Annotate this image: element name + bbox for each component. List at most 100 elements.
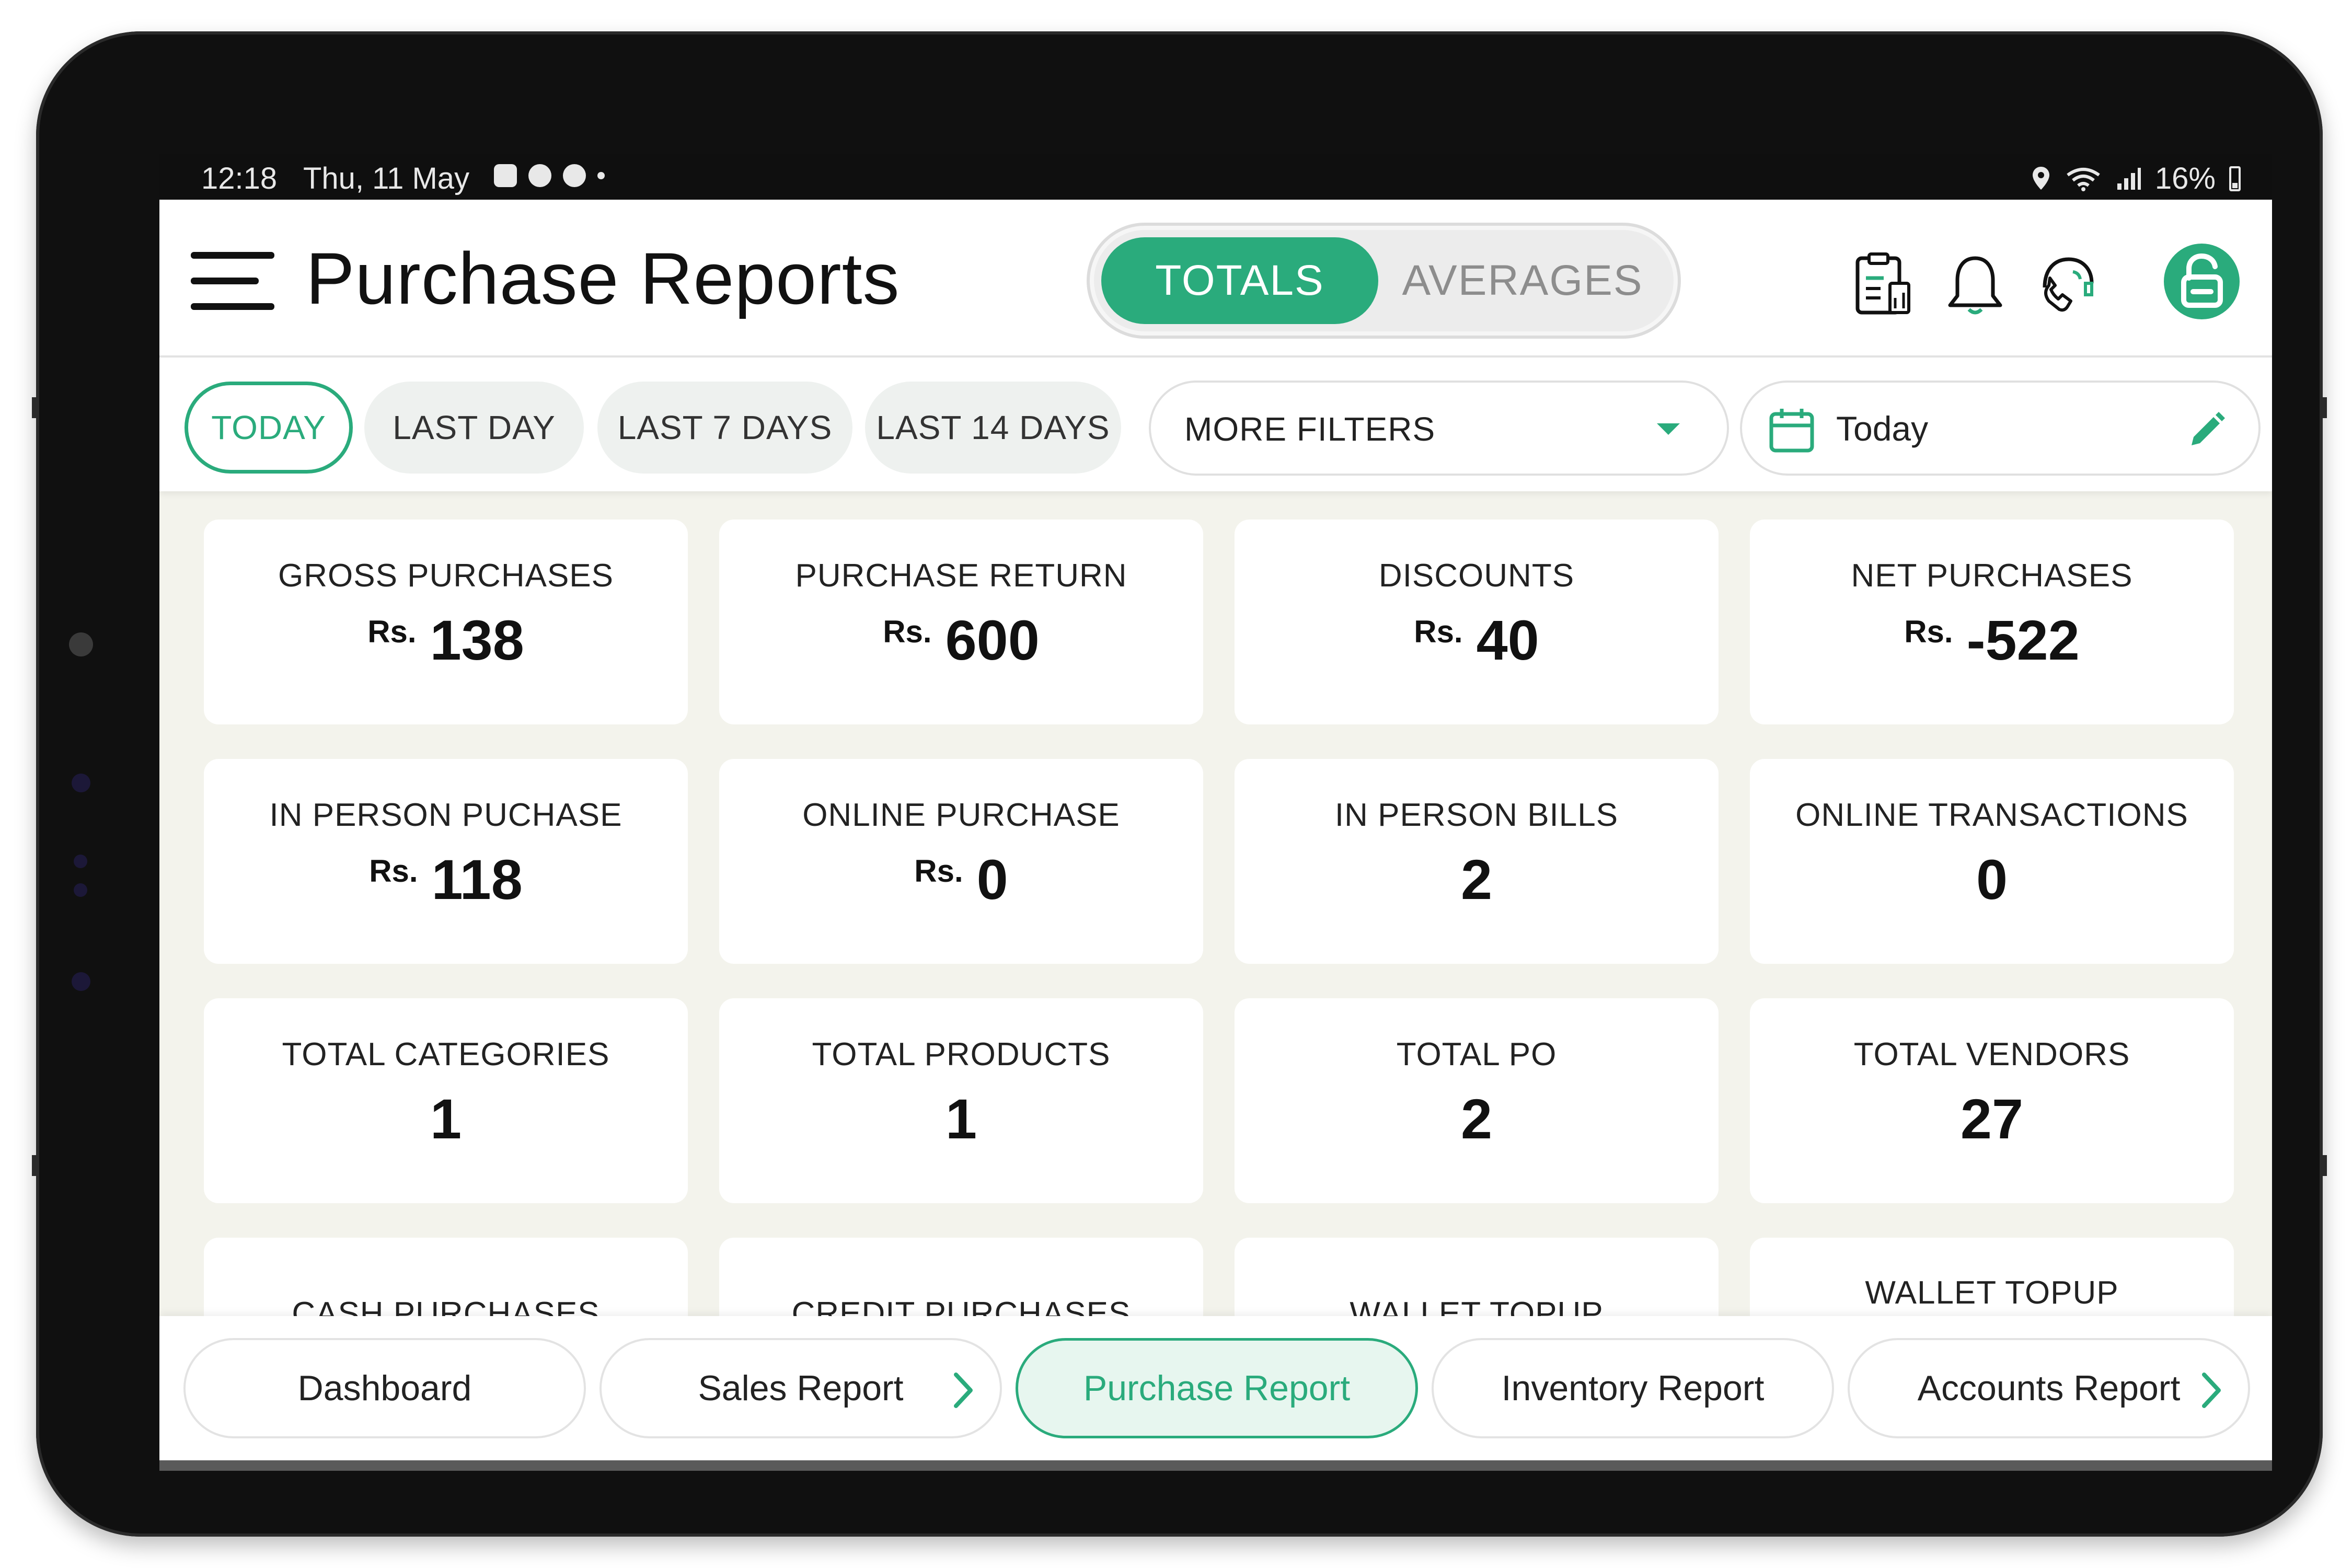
- metric-card-total-vendors: TOTAL VENDORS 27: [1750, 998, 2234, 1203]
- metric-currency: Rs.: [883, 614, 932, 649]
- unlock-button[interactable]: [2164, 244, 2240, 319]
- battery-percent: 16%: [2154, 162, 2216, 195]
- report-clipboard-icon[interactable]: [1850, 251, 1917, 318]
- status-time: 12:18: [201, 162, 278, 195]
- tab-label: Inventory Report: [1501, 1368, 1765, 1408]
- notification-icon: [494, 164, 517, 187]
- metric-label: GROSS PURCHASES: [278, 558, 614, 594]
- status-right: 16%: [2031, 161, 2241, 196]
- caret-down-icon: [1657, 423, 1680, 435]
- metric-value-row: Rs. 118: [204, 847, 688, 912]
- metric-value: 27: [1960, 1087, 2024, 1150]
- metric-card-gross-purchases: GROSS PURCHASES Rs. 138: [204, 520, 688, 724]
- sensor: [72, 972, 90, 991]
- tab-label: Accounts Report: [1917, 1368, 2181, 1408]
- metric-label: IN PERSON BILLS: [1334, 797, 1619, 833]
- metric-value: 600: [945, 608, 1040, 672]
- tab-label: Dashboard: [297, 1368, 472, 1408]
- metric-value: 2: [1460, 1087, 1493, 1150]
- app-header: Purchase Reports TOTALS AVERAGES: [159, 200, 2272, 358]
- metric-value-row: Rs. 138: [204, 607, 688, 673]
- wifi-icon: [2067, 167, 2100, 191]
- metric-value: 118: [431, 848, 523, 911]
- metric-card-online-purchase: ONLINE PURCHASE Rs. 0: [719, 759, 1203, 964]
- chevron-right-icon: [2202, 1373, 2221, 1408]
- metric-label: TOTAL VENDORS: [1853, 1036, 2130, 1073]
- side-button: [2322, 397, 2327, 418]
- metric-value-row: 1: [719, 1086, 1203, 1151]
- averages-toggle-button[interactable]: AVERAGES: [1402, 257, 1643, 304]
- metric-card-net-purchases: NET PURCHASES Rs. -522: [1750, 520, 2234, 724]
- metric-value-row: 2: [1235, 1086, 1719, 1151]
- more-filters-label: MORE FILTERS: [1184, 410, 1436, 448]
- side-button: [32, 397, 37, 418]
- metric-card-total-products: TOTAL PRODUCTS 1: [719, 998, 1203, 1203]
- metric-currency: Rs.: [367, 614, 417, 649]
- tab-inventory-report[interactable]: Inventory Report: [1432, 1338, 1834, 1438]
- signal-icon: [2117, 167, 2141, 190]
- date-value: Today: [1836, 409, 1929, 448]
- camera-lens: [69, 632, 93, 656]
- report-tab-bar: Dashboard Sales Report Purchase Report I…: [159, 1316, 2272, 1471]
- sensor: [74, 883, 87, 897]
- metric-value: 138: [430, 608, 524, 672]
- metric-card-purchase-return: PURCHASE RETURN Rs. 600: [719, 520, 1203, 724]
- metric-card-total-po: TOTAL PO 2: [1235, 998, 1719, 1203]
- tab-label: Sales Report: [698, 1368, 904, 1408]
- totals-toggle-button[interactable]: TOTALS: [1101, 237, 1378, 324]
- metric-currency: Rs.: [914, 854, 963, 889]
- tab-sales-report[interactable]: Sales Report: [599, 1338, 1002, 1438]
- page-title: Purchase Reports: [306, 237, 900, 319]
- tab-dashboard[interactable]: Dashboard: [183, 1338, 586, 1438]
- metric-value: 2: [1460, 848, 1493, 911]
- tab-label: Purchase Report: [1083, 1368, 1351, 1408]
- metric-label: NET PURCHASES: [1851, 558, 2133, 594]
- metric-label: DISCOUNTS: [1378, 558, 1575, 594]
- metric-currency: Rs.: [1414, 614, 1463, 649]
- menu-icon[interactable]: [191, 252, 274, 310]
- sensor: [74, 855, 87, 868]
- filter-chip-last-day[interactable]: LAST DAY: [364, 382, 584, 474]
- metric-label: PURCHASE RETURN: [795, 558, 1127, 594]
- filter-bar: TODAY LAST DAY LAST 7 DAYS LAST 14 DAYS …: [159, 358, 2272, 491]
- metric-card-online-transactions: ONLINE TRANSACTIONS 0: [1750, 759, 2234, 964]
- bell-icon[interactable]: [1942, 251, 2009, 318]
- metric-value-row: Rs. -522: [1750, 607, 2234, 673]
- pencil-edit-icon[interactable]: [2185, 410, 2227, 452]
- tab-accounts-report[interactable]: Accounts Report: [1848, 1338, 2250, 1438]
- metric-value-row: 0: [1750, 847, 2234, 912]
- metric-label: WALLET TOPUP: [1865, 1275, 2119, 1311]
- filter-chip-last-7-days[interactable]: LAST 7 DAYS: [597, 382, 852, 474]
- metric-value-row: Rs. 0: [719, 847, 1203, 912]
- metric-label: TOTAL PO: [1396, 1036, 1557, 1073]
- metric-value-row: Rs. 600: [719, 607, 1203, 673]
- metric-value-row: 2: [1235, 847, 1719, 912]
- unlock-icon: [2181, 253, 2223, 308]
- metric-value: 0: [976, 848, 1008, 911]
- side-button: [32, 1155, 37, 1176]
- status-date: Thu, 11 May: [303, 162, 470, 195]
- metric-card-discounts: DISCOUNTS Rs. 40: [1235, 520, 1719, 724]
- tablet-frame: 12:18 Thu, 11 May: [32, 31, 2327, 1537]
- home-indicator: [159, 1460, 2272, 1471]
- filter-chip-last-14-days[interactable]: LAST 14 DAYS: [865, 382, 1121, 474]
- filter-chip-today[interactable]: TODAY: [185, 382, 353, 474]
- totals-averages-toggle: TOTALS AVERAGES: [1090, 226, 1678, 336]
- metric-value: 0: [1976, 848, 2008, 911]
- more-filters-dropdown[interactable]: MORE FILTERS: [1149, 381, 1729, 476]
- location-icon: [2032, 166, 2049, 190]
- metric-label: TOTAL PRODUCTS: [812, 1036, 1111, 1073]
- metric-card-in-person-bills: IN PERSON BILLS 2: [1235, 759, 1719, 964]
- app-screen: 12:18 Thu, 11 May: [159, 154, 2272, 1471]
- support-headset-icon[interactable]: [2033, 251, 2100, 318]
- metric-value: 1: [430, 1087, 462, 1150]
- chevron-right-icon: [954, 1373, 973, 1408]
- tab-purchase-report[interactable]: Purchase Report: [1016, 1338, 1418, 1438]
- metric-value: 1: [945, 1087, 977, 1150]
- metric-label: ONLINE TRANSACTIONS: [1795, 797, 2188, 833]
- date-picker[interactable]: Today: [1740, 381, 2261, 476]
- metric-currency: Rs.: [1904, 614, 1953, 649]
- battery-icon: [2229, 166, 2241, 191]
- metric-label: IN PERSON PUCHASE: [269, 797, 622, 833]
- metric-value: 40: [1476, 608, 1539, 672]
